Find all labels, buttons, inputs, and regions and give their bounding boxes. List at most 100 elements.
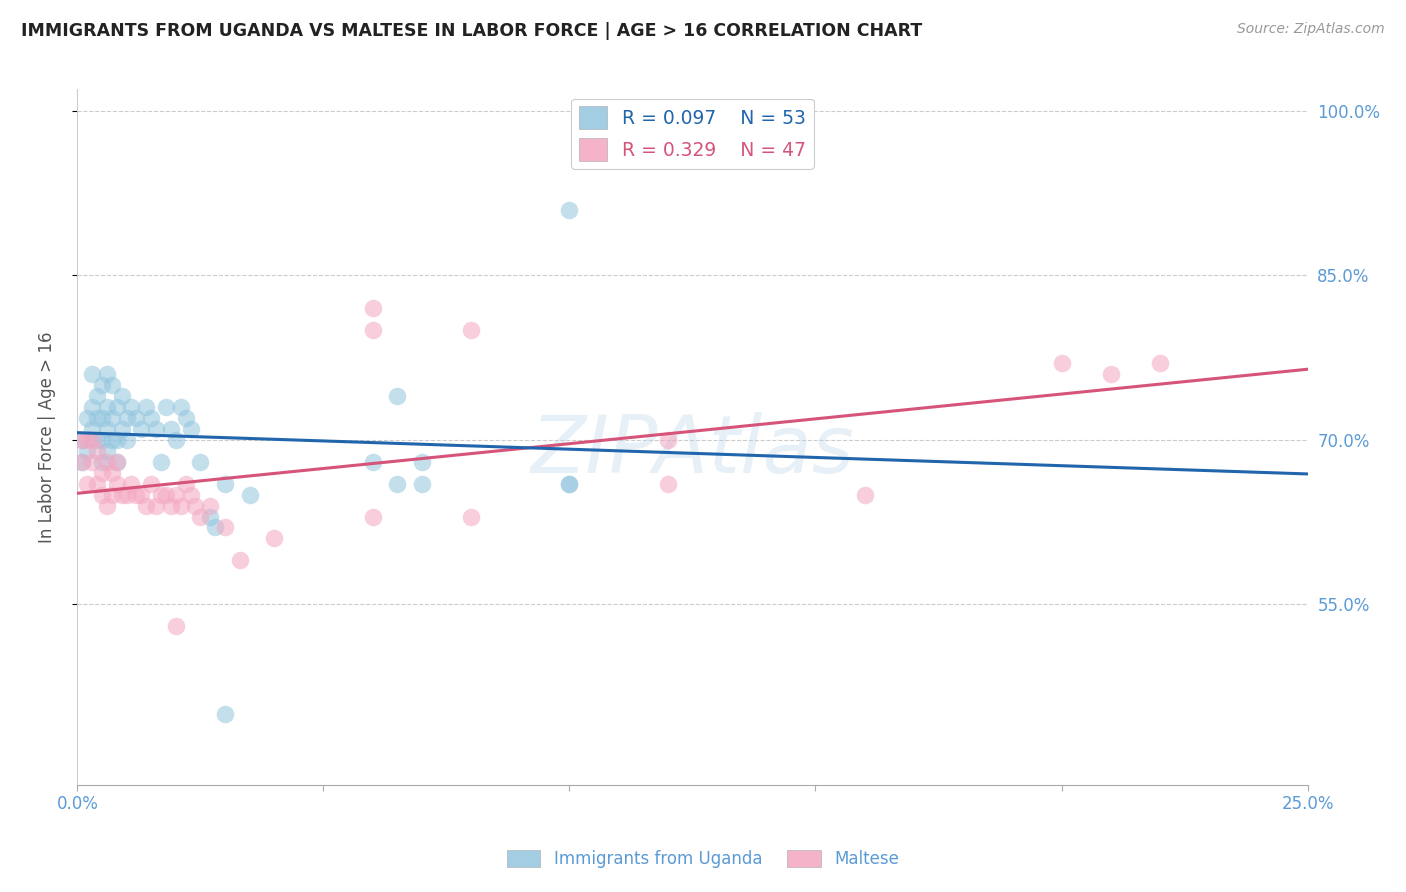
Point: [200, 509, 222, 524]
Point: [460, 509, 482, 524]
Point: [657, 476, 679, 491]
Point: [101, 411, 124, 425]
Point: [165, 619, 187, 633]
Text: ZIPAtlas: ZIPAtlas: [530, 412, 855, 490]
Point: [141, 476, 163, 491]
Point: [105, 455, 128, 469]
Point: [82, 367, 104, 381]
Point: [125, 487, 148, 501]
Point: [558, 476, 581, 491]
Point: [229, 553, 252, 567]
Point: [86, 389, 108, 403]
Point: [96, 400, 118, 414]
Point: [387, 389, 409, 403]
Point: [70, 433, 93, 447]
Point: [70, 433, 93, 447]
Point: [460, 323, 482, 337]
Point: [86, 443, 108, 458]
Point: [101, 378, 124, 392]
Text: Source: ZipAtlas.com: Source: ZipAtlas.com: [1237, 22, 1385, 37]
Point: [96, 443, 118, 458]
Point: [82, 422, 104, 436]
Point: [1149, 356, 1171, 370]
Point: [361, 323, 384, 337]
Point: [190, 455, 212, 469]
Point: [90, 433, 114, 447]
Point: [86, 433, 108, 447]
Point: [82, 433, 104, 447]
Point: [115, 487, 138, 501]
Point: [853, 487, 876, 501]
Point: [170, 400, 193, 414]
Point: [96, 455, 118, 469]
Point: [160, 499, 183, 513]
Point: [96, 367, 118, 381]
Point: [150, 487, 173, 501]
Point: [70, 455, 93, 469]
Point: [160, 422, 183, 436]
Point: [657, 433, 679, 447]
Point: [1050, 356, 1073, 370]
Point: [180, 422, 202, 436]
Point: [105, 455, 128, 469]
Point: [82, 455, 104, 469]
Point: [105, 476, 128, 491]
Point: [90, 378, 114, 392]
Point: [121, 400, 143, 414]
Point: [115, 433, 138, 447]
Point: [105, 433, 128, 447]
Point: [125, 411, 148, 425]
Point: [90, 411, 114, 425]
Point: [387, 476, 409, 491]
Point: [174, 476, 197, 491]
Point: [361, 301, 384, 316]
Point: [558, 476, 581, 491]
Point: [558, 202, 581, 217]
Point: [96, 499, 118, 513]
Point: [180, 487, 202, 501]
Point: [101, 466, 124, 480]
Point: [121, 476, 143, 491]
Point: [111, 389, 132, 403]
Point: [90, 487, 114, 501]
Point: [165, 433, 187, 447]
Point: [115, 411, 138, 425]
Point: [200, 499, 222, 513]
Point: [190, 509, 212, 524]
Point: [135, 499, 157, 513]
Point: [361, 455, 384, 469]
Point: [155, 487, 177, 501]
Point: [135, 400, 157, 414]
Point: [155, 400, 177, 414]
Point: [111, 422, 132, 436]
Point: [76, 476, 98, 491]
Point: [82, 400, 104, 414]
Point: [131, 422, 153, 436]
Point: [204, 520, 226, 534]
Point: [90, 466, 114, 480]
Point: [174, 411, 197, 425]
Point: [105, 400, 128, 414]
Point: [86, 411, 108, 425]
Point: [141, 411, 163, 425]
Point: [214, 520, 236, 534]
Point: [76, 411, 98, 425]
Point: [239, 487, 262, 501]
Point: [184, 499, 207, 513]
Point: [214, 706, 236, 721]
Point: [76, 433, 98, 447]
Point: [411, 455, 433, 469]
Point: [90, 455, 114, 469]
Text: IMMIGRANTS FROM UGANDA VS MALTESE IN LABOR FORCE | AGE > 16 CORRELATION CHART: IMMIGRANTS FROM UGANDA VS MALTESE IN LAB…: [21, 22, 922, 40]
Point: [111, 487, 132, 501]
Point: [263, 532, 285, 546]
Legend: Immigrants from Uganda, Maltese: Immigrants from Uganda, Maltese: [501, 843, 905, 875]
Point: [1099, 367, 1122, 381]
Point: [361, 509, 384, 524]
Point: [76, 443, 98, 458]
Point: [86, 476, 108, 491]
Point: [411, 476, 433, 491]
Point: [70, 455, 93, 469]
Point: [170, 499, 193, 513]
Legend: R = 0.097    N = 53, R = 0.329    N = 47: R = 0.097 N = 53, R = 0.329 N = 47: [571, 99, 814, 169]
